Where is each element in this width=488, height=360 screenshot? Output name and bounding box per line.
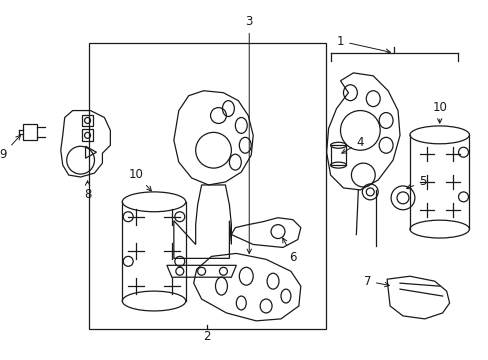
Text: 10: 10 <box>128 167 151 191</box>
Text: 3: 3 <box>245 15 252 253</box>
Text: 1: 1 <box>336 35 389 53</box>
Text: 6: 6 <box>282 238 296 264</box>
Text: 5: 5 <box>406 175 426 189</box>
Text: 7: 7 <box>363 275 388 288</box>
Text: 4: 4 <box>341 136 364 153</box>
Text: 9: 9 <box>0 135 20 161</box>
Text: 10: 10 <box>431 100 446 123</box>
Text: 8: 8 <box>83 181 91 201</box>
Text: 2: 2 <box>203 330 210 343</box>
